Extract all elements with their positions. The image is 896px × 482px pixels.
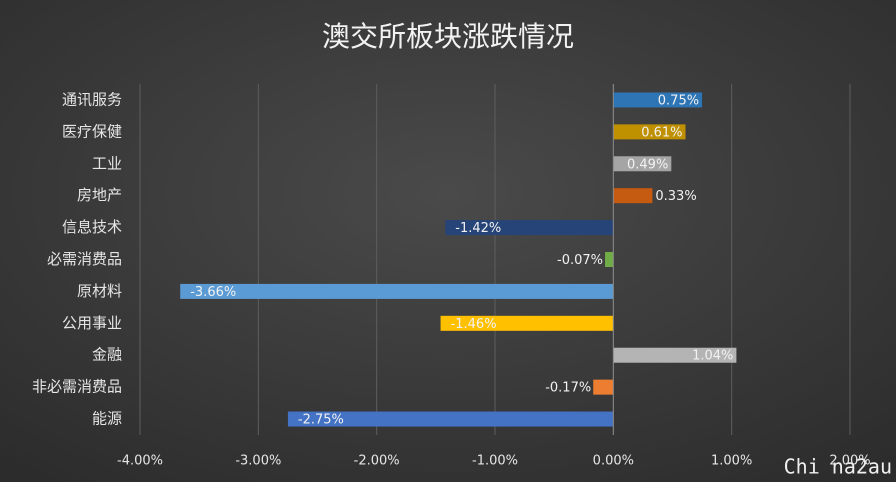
bar [613, 92, 703, 108]
bar [180, 283, 614, 299]
value-label: -2.75% [298, 413, 344, 428]
x-tick-label: -4.00% [117, 454, 163, 469]
bar [287, 411, 614, 427]
value-label: -3.66% [190, 285, 236, 300]
y-tick-label: 原材料 [77, 282, 122, 300]
bar [613, 156, 672, 172]
y-tick-label: 必需消费品 [47, 250, 122, 268]
watermark: Chi na2au [784, 455, 892, 479]
y-tick-label: 房地产 [77, 186, 122, 204]
value-label: 0.61% [641, 125, 682, 140]
value-label: 1.04% [692, 349, 733, 364]
y-tick-label: 非必需消费品 [32, 378, 122, 396]
value-label: -1.46% [451, 317, 497, 332]
bar [440, 315, 614, 331]
bar [445, 220, 614, 236]
x-tick-label: -2.00% [354, 454, 400, 469]
x-tick-label: 0.00% [593, 454, 634, 469]
x-tick-label: -3.00% [235, 454, 281, 469]
bar [605, 252, 614, 267]
y-tick-label: 工业 [92, 154, 122, 172]
value-label: -0.07% [557, 253, 603, 268]
x-tick-label: -1.00% [472, 454, 518, 469]
bar [613, 188, 653, 204]
y-tick-label: 金融 [92, 346, 122, 364]
y-tick-label: 通讯服务 [62, 90, 122, 108]
x-tick-label: 1.00% [711, 454, 752, 469]
bar [593, 379, 614, 395]
y-tick-label: 信息技术 [62, 218, 122, 236]
bar [613, 124, 686, 140]
chart-title: 澳交所板块涨跌情况 [322, 20, 574, 53]
value-label: 0.75% [658, 93, 699, 108]
value-label: 0.49% [627, 157, 668, 172]
value-label: -1.42% [455, 221, 501, 236]
y-tick-label: 公用事业 [62, 314, 122, 332]
x-tick-label: 2.00% [829, 454, 870, 469]
value-label: 0.33% [655, 189, 696, 204]
value-label: -0.17% [545, 381, 591, 396]
y-tick-label: 能源 [92, 410, 122, 428]
bar [613, 347, 737, 363]
y-tick-label: 医疗保健 [62, 122, 122, 140]
